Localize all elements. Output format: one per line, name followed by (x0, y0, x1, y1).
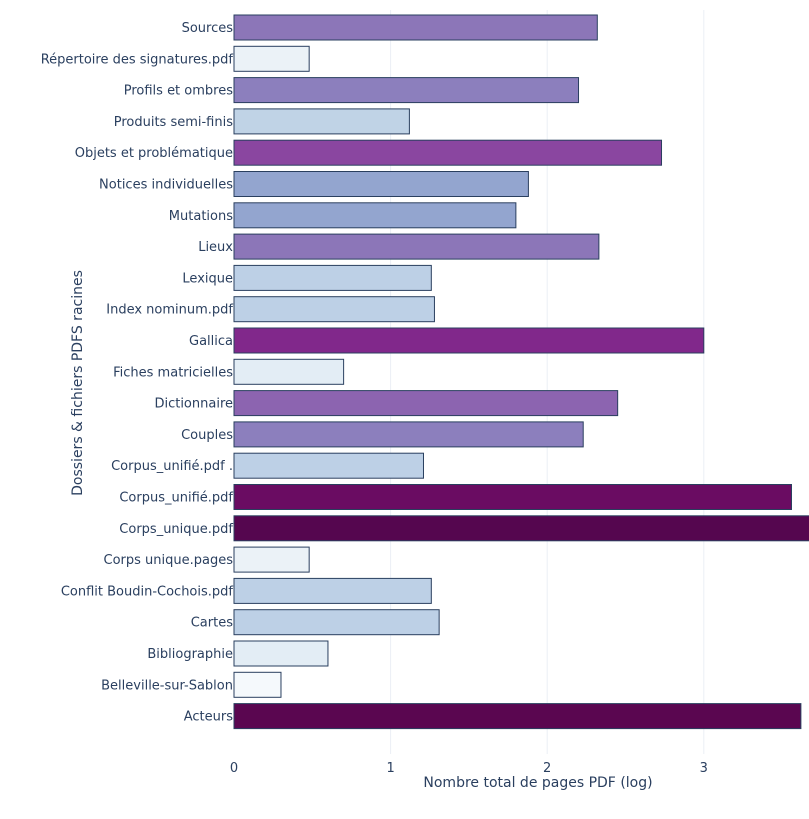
category-label: Bibliographie (147, 647, 233, 662)
category-label: Corps unique.pages (104, 553, 234, 568)
x-tick-labels: 0 1 2 3 (230, 761, 708, 776)
bar[interactable] (233, 14, 598, 41)
bar[interactable] (233, 390, 619, 417)
category-label: Objets et problématique (75, 146, 233, 161)
x-tick-label: 1 (386, 761, 394, 776)
category-label: Couples (181, 428, 233, 443)
gridlines (390, 10, 705, 754)
category-label: Sources (182, 21, 234, 36)
category-label: Cartes (191, 616, 233, 631)
bar[interactable] (233, 139, 663, 166)
category-label: Notices individuelles (99, 178, 233, 193)
category-labels: Sources Répertoire des signatures.pdf Prof… (41, 21, 234, 725)
x-tick-label: 0 (230, 761, 238, 776)
category-label: Conflit Boudin-Cochois.pdf (61, 584, 234, 599)
bar[interactable] (233, 264, 432, 291)
bar[interactable] (233, 45, 310, 72)
bar[interactable] (233, 484, 792, 510)
bar[interactable] (233, 452, 424, 479)
bar[interactable] (233, 703, 802, 730)
category-label: Gallica (189, 334, 233, 349)
bars (233, 14, 809, 730)
category-label: Fiches matricielles (113, 365, 233, 380)
category-label: Profils et ombres (124, 84, 233, 99)
bar[interactable] (233, 421, 584, 448)
x-axis-title: Nombre total de pages PDF (log) (423, 775, 652, 791)
category-label: Mutations (169, 209, 233, 224)
category-label: Dictionnaire (154, 397, 233, 412)
bar[interactable] (233, 171, 529, 197)
category-label: Corps_unique.pdf (119, 522, 233, 537)
bar[interactable] (233, 296, 435, 323)
bar[interactable] (233, 108, 410, 135)
bar[interactable] (233, 358, 345, 385)
bar[interactable] (233, 671, 282, 698)
y-axis-title: Dossiers & fichiers PDFS racines (70, 270, 86, 496)
bar[interactable] (233, 515, 809, 542)
category-label: Belleville-sur-Sablon (101, 678, 233, 693)
bar[interactable] (233, 640, 329, 667)
bar[interactable] (233, 233, 600, 260)
category-label: Corpus_unifié.pdf (119, 491, 233, 506)
category-label: Lexique (182, 271, 233, 286)
bar[interactable] (233, 609, 440, 636)
category-label: Acteurs (184, 710, 233, 725)
bar[interactable] (233, 77, 580, 104)
category-label: Corpus_unifié.pdf . (111, 459, 233, 474)
bar[interactable] (233, 202, 517, 229)
category-label: Lieux (198, 240, 233, 255)
x-tick-label: 3 (700, 761, 708, 776)
category-label: Produits semi-finis (114, 115, 234, 130)
bar[interactable] (233, 327, 705, 354)
bar[interactable] (233, 577, 432, 604)
x-tick-label: 2 (543, 761, 551, 776)
category-label: Index nominum.pdf (106, 303, 233, 318)
category-label: Répertoire des signatures.pdf (41, 52, 234, 67)
bar[interactable] (233, 546, 310, 573)
